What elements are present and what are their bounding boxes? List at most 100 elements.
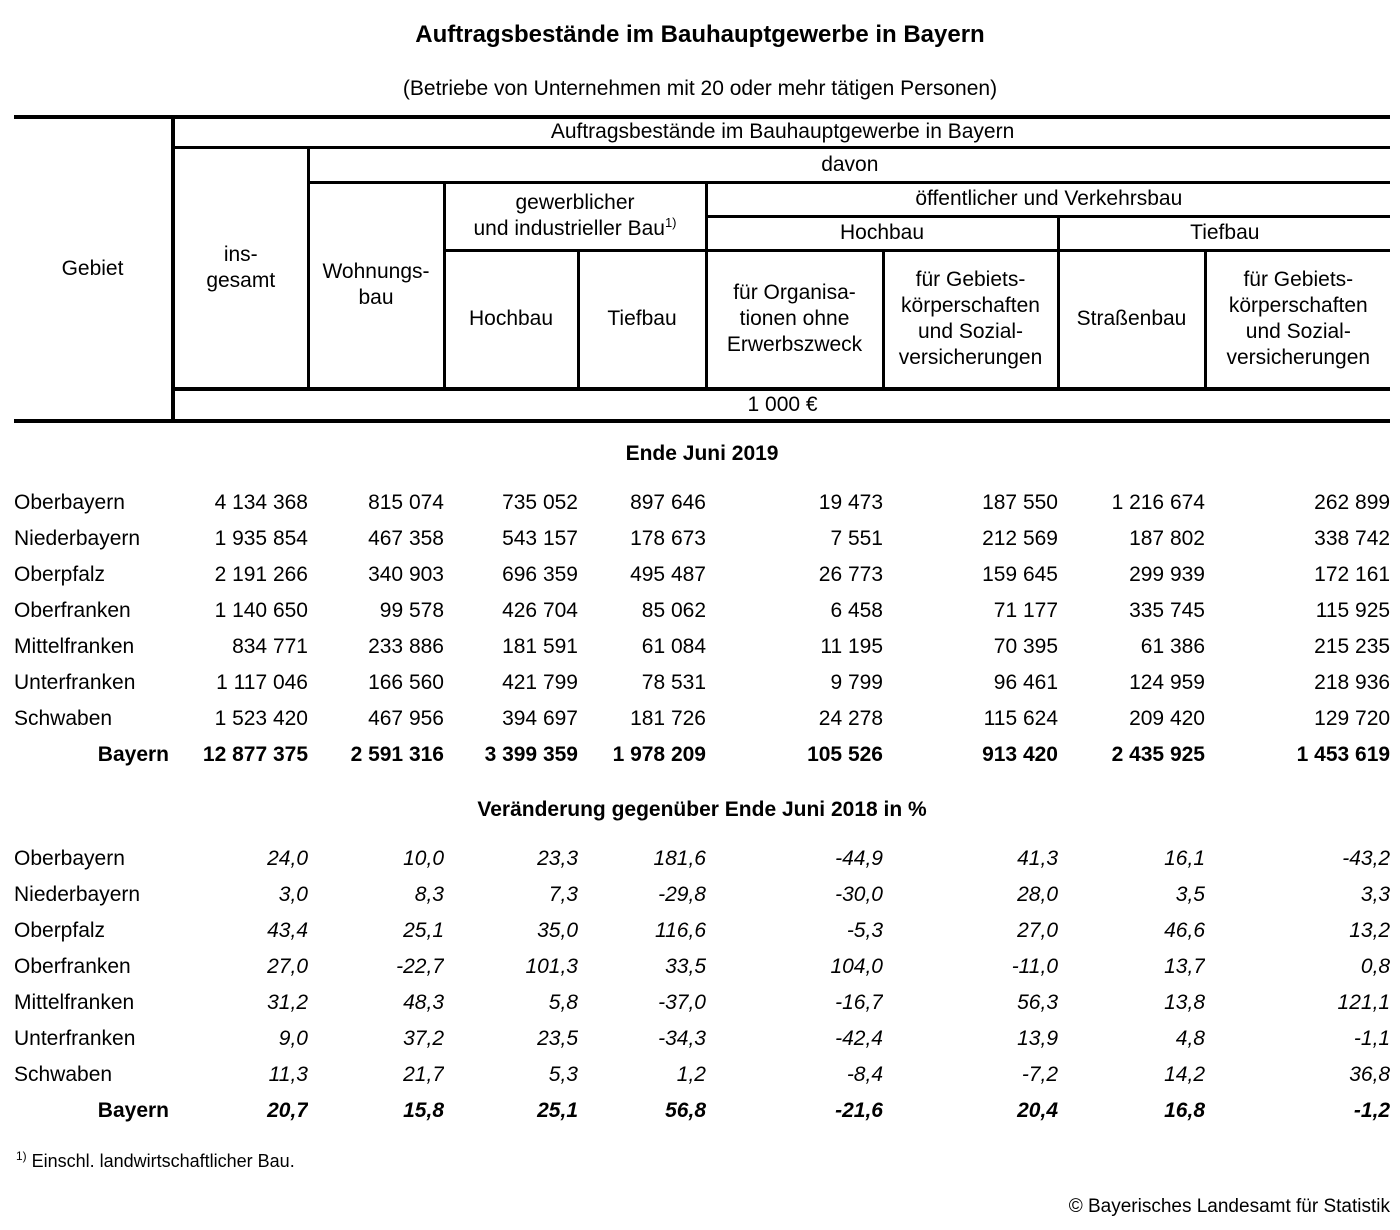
- value-cell: 9,0: [278, 1027, 308, 1050]
- value-cell: -8,4: [846, 1063, 883, 1086]
- value-cell: 335 745: [1129, 599, 1205, 622]
- value-cell: -37,0: [658, 991, 706, 1014]
- value-cell: 815 074: [368, 491, 444, 514]
- spacer-cell: [308, 829, 444, 841]
- value-cell: 41,3: [1017, 847, 1058, 870]
- table-row: Schwaben 1 523 420 467 956 394 697 181 726 24…: [14, 701, 1390, 737]
- spacer-cell: [1058, 829, 1205, 841]
- header-fuer-gebietskoerperschaften-hochbau: für Gebiets- körperschaften und Sozial- …: [881, 248, 1060, 391]
- value-cell: 340 903: [368, 563, 444, 586]
- value-cell: 20,4: [1017, 1099, 1058, 1122]
- region-cell: Niederbayern: [14, 527, 141, 550]
- table-row: Oberbayern 4 134 368 815 074 735 052 897 646…: [14, 485, 1390, 521]
- value-cell: -5,3: [846, 919, 883, 942]
- header-insgesamt: ins- gesamt: [171, 145, 310, 391]
- value-cell: 181,6: [653, 847, 706, 870]
- value-cell: -42,4: [835, 1027, 883, 1050]
- value-cell: 1 453 619: [1296, 743, 1391, 766]
- value-cell: 3,5: [1175, 883, 1205, 906]
- value-cell: 36,8: [1349, 1063, 1391, 1086]
- spacer-cell: [578, 829, 706, 841]
- table-row: Unterfranken 9,0 37,2 23,5 -34,3 -42,4 13,9 4,8…: [14, 1021, 1390, 1057]
- footnote-marker-icon: 1): [664, 215, 677, 230]
- spacer-cell: [308, 473, 444, 485]
- value-cell: 23,5: [537, 1027, 578, 1050]
- spacer-cell: [883, 829, 1058, 841]
- value-cell: 7 551: [830, 527, 883, 550]
- value-cell: 13,7: [1164, 955, 1205, 978]
- header-davon: davon: [306, 145, 1391, 184]
- table-row: Bayern 20,7 15,8 25,1 56,8 -21,6 20,4 16,8 -1,2: [14, 1093, 1390, 1129]
- value-cell: 26 773: [818, 563, 883, 586]
- value-cell: 85 062: [641, 599, 706, 622]
- region-cell: Unterfranken: [14, 1027, 136, 1050]
- table-row: Oberpfalz 2 191 266 340 903 696 359 495 487 2…: [14, 557, 1390, 593]
- copyright: © Bayerisches Landesamt für Statistik: [1068, 1196, 1390, 1217]
- section-heading-row: Veränderung gegenüber Ende Juni 2018 in …: [14, 773, 1390, 829]
- value-cell: 37,2: [403, 1027, 444, 1050]
- header-oeffentlicher-und-verkehrsbau: öffentlicher und Verkehrsbau: [704, 180, 1391, 218]
- value-cell: 61 084: [641, 635, 706, 658]
- page-subtitle: (Betriebe von Unternehmen mit 20 oder me…: [402, 77, 998, 100]
- header-hochbau-gewerblich: Hochbau: [442, 248, 580, 391]
- value-cell: 4,8: [1175, 1027, 1205, 1050]
- value-cell: 426 704: [502, 599, 578, 622]
- value-cell: 10,0: [403, 847, 444, 870]
- value-cell: 121,1: [1337, 991, 1391, 1014]
- value-cell: 696 359: [502, 563, 578, 586]
- value-cell: 1 117 046: [216, 671, 308, 694]
- value-cell: 181 726: [630, 707, 706, 730]
- table-row: Unterfranken 1 117 046 166 560 421 799 78 53…: [14, 665, 1390, 701]
- spacer-cell: [706, 473, 883, 485]
- value-cell: 129 720: [1314, 707, 1391, 730]
- value-cell: -1,1: [1353, 1027, 1391, 1050]
- value-cell: 212 569: [982, 527, 1058, 550]
- value-cell: 421 799: [502, 671, 578, 694]
- value-cell: 116,6: [655, 919, 706, 942]
- spacer-cell: [1058, 473, 1205, 485]
- value-cell: 1 523 420: [214, 707, 308, 730]
- value-cell: 166 560: [368, 671, 444, 694]
- table-row: Niederbayern 1 935 854 467 358 543 157 178 6…: [14, 521, 1390, 557]
- table-row: Schwaben 11,3 21,7 5,3 1,2 -8,4 -7,2 14,2 36,8: [14, 1057, 1390, 1093]
- value-cell: 13,9: [1017, 1027, 1058, 1050]
- value-cell: -16,7: [835, 991, 883, 1014]
- value-cell: -34,3: [658, 1027, 706, 1050]
- value-cell: 16,8: [1164, 1099, 1205, 1122]
- value-cell: 23,3: [537, 847, 578, 870]
- value-cell: 48,3: [403, 991, 444, 1014]
- value-cell: 215 235: [1314, 635, 1391, 658]
- value-cell: 209 420: [1129, 707, 1205, 730]
- table-row: Niederbayern 3,0 8,3 7,3 -29,8 -30,0 28,0 3,5 3,…: [14, 877, 1390, 913]
- value-cell: 56,3: [1017, 991, 1058, 1014]
- value-cell: 99 578: [379, 599, 444, 622]
- header-wohnungsbau: Wohnungs- bau: [306, 180, 446, 391]
- value-cell: -43,2: [1342, 847, 1391, 870]
- value-cell: 24,0: [267, 847, 308, 870]
- value-cell: 13,8: [1164, 991, 1205, 1014]
- table-row: Oberfranken 1 140 650 99 578 426 704 85 062 6…: [14, 593, 1390, 629]
- value-cell: 467 956: [368, 707, 444, 730]
- value-cell: 495 487: [630, 563, 706, 586]
- value-cell: 101,3: [525, 955, 578, 978]
- value-cell: 105 526: [807, 743, 883, 766]
- value-cell: 11 195: [820, 635, 883, 658]
- header-gebiet: Gebiet: [14, 115, 175, 423]
- spacer-cell: [706, 829, 883, 841]
- value-cell: 46,6: [1164, 919, 1205, 942]
- region-cell: Mittelfranken: [14, 635, 135, 658]
- region-cell: Oberpfalz: [14, 919, 106, 942]
- value-cell: 897 646: [630, 491, 706, 514]
- value-cell: 13,2: [1349, 919, 1391, 942]
- region-cell: Oberbayern: [14, 491, 125, 514]
- value-cell: 33,5: [665, 955, 706, 978]
- header-gewerblicher-label: gewerblicher und industrieller Bau: [473, 191, 665, 240]
- value-cell: 4 134 368: [214, 491, 308, 514]
- value-cell: 543 157: [502, 527, 578, 550]
- value-cell: 467 358: [368, 527, 444, 550]
- spacer-cell: [1205, 473, 1390, 485]
- region-cell: Bayern: [97, 1099, 169, 1122]
- value-cell: 25,1: [403, 919, 444, 942]
- value-cell: 1 140 650: [214, 599, 308, 622]
- value-cell: 96 461: [993, 671, 1058, 694]
